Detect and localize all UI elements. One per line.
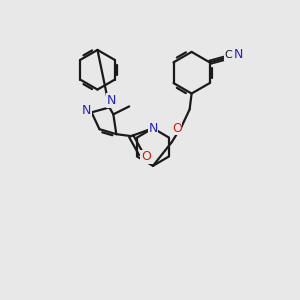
Text: O: O: [172, 122, 182, 135]
Text: O: O: [141, 150, 151, 164]
Text: N: N: [82, 104, 91, 117]
Text: N: N: [148, 122, 158, 135]
Text: N: N: [107, 94, 116, 107]
Text: N: N: [234, 48, 243, 61]
Text: C: C: [225, 50, 232, 60]
